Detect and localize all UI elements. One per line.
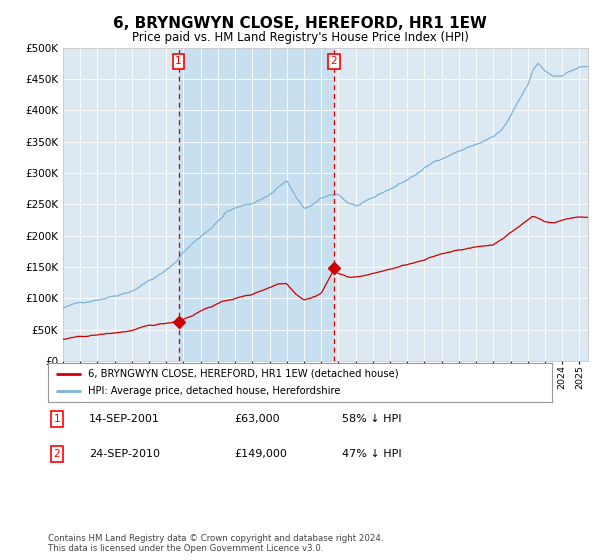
Text: 58% ↓ HPI: 58% ↓ HPI [342,414,401,424]
Text: £63,000: £63,000 [234,414,280,424]
Bar [179,48,334,361]
Text: Contains HM Land Registry data © Crown copyright and database right 2024.
This d: Contains HM Land Registry data © Crown c… [48,534,383,553]
Text: 24-SEP-2010: 24-SEP-2010 [89,449,160,459]
Text: Price paid vs. HM Land Registry's House Price Index (HPI): Price paid vs. HM Land Registry's House … [131,31,469,44]
Text: £149,000: £149,000 [234,449,287,459]
Text: HPI: Average price, detached house, Herefordshire: HPI: Average price, detached house, Here… [88,386,341,396]
Text: 1: 1 [175,57,182,67]
Text: 47% ↓ HPI: 47% ↓ HPI [342,449,401,459]
Text: 1: 1 [53,414,61,424]
Text: 14-SEP-2001: 14-SEP-2001 [89,414,160,424]
Text: 6, BRYNGWYN CLOSE, HEREFORD, HR1 1EW: 6, BRYNGWYN CLOSE, HEREFORD, HR1 1EW [113,16,487,31]
Text: 2: 2 [331,57,337,67]
Text: 2: 2 [53,449,61,459]
Text: 6, BRYNGWYN CLOSE, HEREFORD, HR1 1EW (detached house): 6, BRYNGWYN CLOSE, HEREFORD, HR1 1EW (de… [88,368,399,379]
